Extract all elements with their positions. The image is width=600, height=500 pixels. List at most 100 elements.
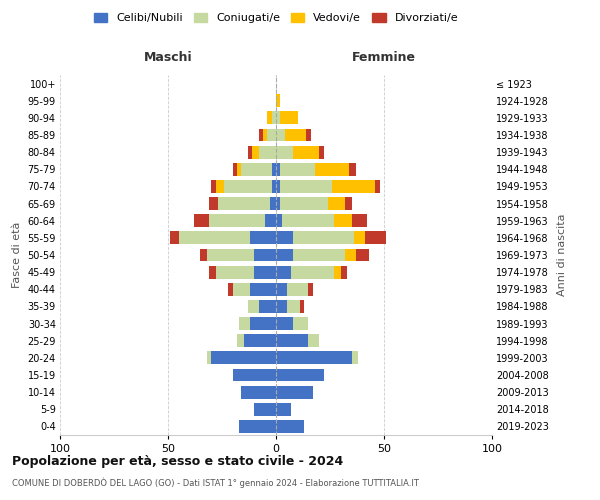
Bar xyxy=(265,214,276,227)
Bar xyxy=(287,300,300,313)
Bar xyxy=(376,180,380,193)
Bar xyxy=(283,214,334,227)
Bar xyxy=(263,128,268,141)
Bar xyxy=(179,232,250,244)
Bar xyxy=(276,352,352,364)
Y-axis label: Anni di nascita: Anni di nascita xyxy=(557,214,568,296)
Bar xyxy=(276,386,313,398)
Bar xyxy=(250,317,276,330)
Bar xyxy=(233,368,276,382)
Bar xyxy=(280,180,332,193)
Bar xyxy=(259,146,276,158)
Bar xyxy=(276,283,287,296)
Bar xyxy=(276,94,280,107)
Bar xyxy=(194,214,209,227)
Text: Popolazione per età, sesso e stato civile - 2024: Popolazione per età, sesso e stato civil… xyxy=(12,455,343,468)
Bar xyxy=(215,180,224,193)
Bar xyxy=(229,283,233,296)
Bar xyxy=(280,163,315,175)
Bar xyxy=(211,352,276,364)
Bar xyxy=(276,403,291,415)
Bar xyxy=(276,128,284,141)
Bar xyxy=(308,334,319,347)
Bar xyxy=(211,180,215,193)
Bar xyxy=(239,420,276,433)
Bar xyxy=(276,420,304,433)
Bar xyxy=(170,232,179,244)
Bar xyxy=(268,112,272,124)
Bar xyxy=(248,300,259,313)
Bar xyxy=(293,248,345,262)
Bar xyxy=(328,197,345,210)
Bar xyxy=(280,197,328,210)
Bar xyxy=(276,300,287,313)
Bar xyxy=(293,317,308,330)
Bar xyxy=(276,180,280,193)
Bar xyxy=(254,266,276,278)
Bar xyxy=(332,180,376,193)
Bar xyxy=(252,146,259,158)
Bar xyxy=(209,197,218,210)
Bar xyxy=(248,146,252,158)
Text: Femmine: Femmine xyxy=(352,51,416,64)
Bar xyxy=(352,214,367,227)
Bar xyxy=(334,214,352,227)
Bar xyxy=(259,128,263,141)
Bar xyxy=(259,300,276,313)
Bar xyxy=(365,232,386,244)
Legend: Celibi/Nubili, Coniugati/e, Vedovi/e, Divorziati/e: Celibi/Nubili, Coniugati/e, Vedovi/e, Di… xyxy=(89,8,463,28)
Bar xyxy=(224,180,272,193)
Bar xyxy=(237,334,244,347)
Bar xyxy=(319,146,323,158)
Text: Maschi: Maschi xyxy=(143,51,193,64)
Bar xyxy=(345,248,356,262)
Bar xyxy=(308,283,313,296)
Bar xyxy=(241,386,276,398)
Bar xyxy=(272,112,276,124)
Bar xyxy=(276,334,308,347)
Bar xyxy=(287,283,308,296)
Bar xyxy=(272,180,276,193)
Y-axis label: Fasce di età: Fasce di età xyxy=(12,222,22,288)
Bar xyxy=(352,352,358,364)
Bar xyxy=(276,146,293,158)
Bar xyxy=(356,248,369,262)
Bar xyxy=(209,266,215,278)
Bar xyxy=(341,266,347,278)
Bar xyxy=(207,248,254,262)
Bar xyxy=(276,112,280,124)
Bar xyxy=(276,232,293,244)
Bar xyxy=(276,266,291,278)
Bar xyxy=(244,334,276,347)
Bar xyxy=(250,232,276,244)
Bar xyxy=(276,163,280,175)
Bar xyxy=(306,128,311,141)
Bar xyxy=(276,368,323,382)
Bar xyxy=(300,300,304,313)
Bar xyxy=(334,266,341,278)
Bar xyxy=(276,317,293,330)
Bar xyxy=(241,163,272,175)
Bar xyxy=(215,266,254,278)
Bar xyxy=(268,128,276,141)
Bar xyxy=(200,248,207,262)
Bar xyxy=(272,163,276,175)
Bar xyxy=(293,232,354,244)
Bar xyxy=(349,163,356,175)
Bar xyxy=(293,146,319,158)
Text: COMUNE DI DOBERDÒ DEL LAGO (GO) - Dati ISTAT 1° gennaio 2024 - Elaborazione TUTT: COMUNE DI DOBERDÒ DEL LAGO (GO) - Dati I… xyxy=(12,478,419,488)
Bar xyxy=(269,197,276,210)
Bar xyxy=(254,403,276,415)
Bar xyxy=(233,283,250,296)
Bar xyxy=(280,112,298,124)
Bar xyxy=(276,214,283,227)
Bar xyxy=(284,128,306,141)
Bar xyxy=(233,163,237,175)
Bar xyxy=(207,352,211,364)
Bar xyxy=(276,248,293,262)
Bar xyxy=(250,283,276,296)
Bar xyxy=(237,163,241,175)
Bar xyxy=(291,266,334,278)
Bar xyxy=(276,197,280,210)
Bar xyxy=(354,232,365,244)
